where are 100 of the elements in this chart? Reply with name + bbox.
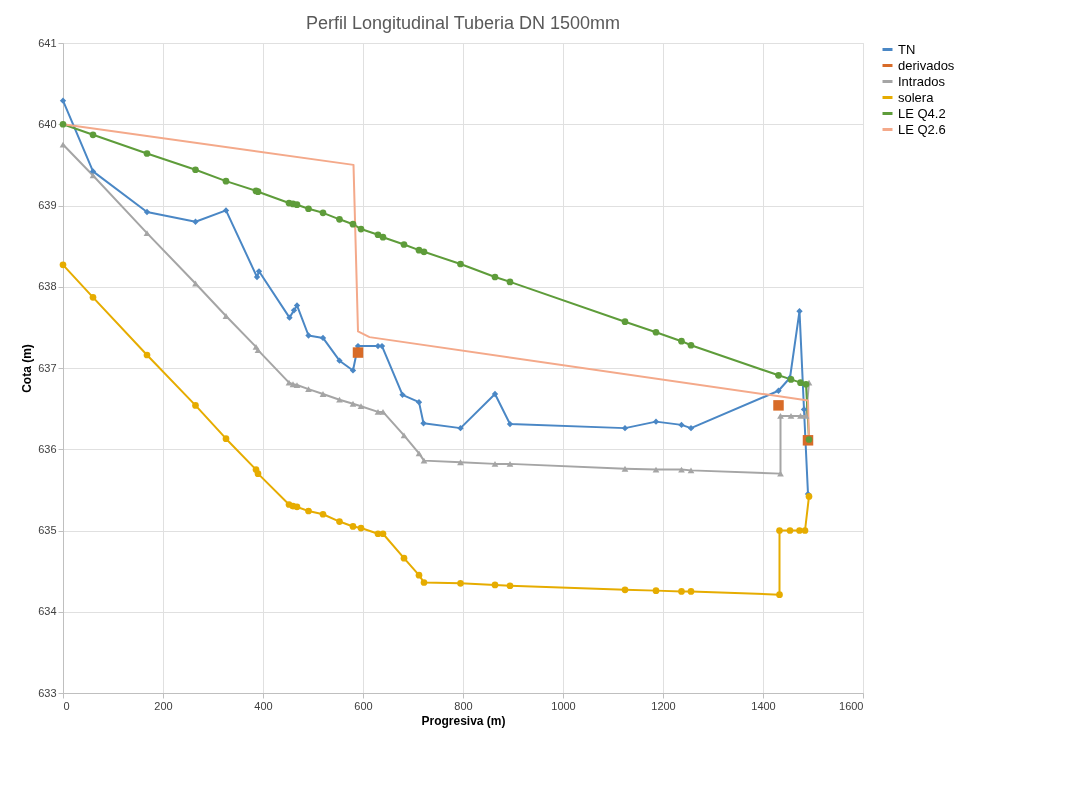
point (491, 460, 499, 467)
point (143, 351, 151, 359)
x-tick-label: 0 (63, 699, 70, 712)
point (319, 510, 327, 518)
point (143, 150, 151, 157)
point (319, 391, 327, 397)
point (457, 260, 464, 268)
point (89, 293, 97, 301)
point (797, 413, 804, 419)
point (254, 347, 262, 354)
point (293, 201, 301, 209)
point (687, 467, 695, 474)
point (776, 527, 783, 534)
point (222, 177, 230, 185)
point (379, 233, 387, 241)
point (379, 408, 387, 415)
point (491, 581, 499, 589)
point (506, 278, 514, 286)
point (143, 230, 151, 237)
point (687, 424, 695, 432)
point (399, 391, 406, 398)
point (305, 386, 312, 393)
x-tick-label: 1600 (839, 699, 864, 712)
y-tick-label: 636 (38, 442, 57, 455)
point (687, 341, 695, 349)
point (59, 120, 67, 128)
point (379, 530, 387, 538)
legend-label: derivados (898, 57, 955, 73)
point (336, 396, 343, 403)
point (773, 400, 784, 411)
point (415, 450, 423, 457)
point (319, 209, 327, 217)
point (293, 382, 301, 388)
point (457, 579, 464, 587)
point (678, 421, 685, 429)
y-tick-label: 640 (38, 117, 57, 130)
y-tick-label: 637 (38, 361, 57, 374)
point (254, 470, 262, 477)
x-tick-label: 1000 (551, 699, 576, 712)
point (796, 307, 803, 315)
point (787, 413, 795, 419)
point (457, 459, 464, 466)
point (400, 241, 408, 248)
legend-label: TN (898, 41, 916, 57)
point (349, 220, 357, 228)
point (415, 571, 423, 579)
point (253, 273, 261, 281)
point (678, 337, 685, 345)
point (143, 208, 151, 216)
point (621, 465, 629, 472)
point (349, 523, 357, 530)
point (796, 527, 803, 534)
point (802, 413, 810, 419)
point (800, 406, 808, 413)
point (797, 379, 804, 386)
point (336, 357, 343, 364)
point (89, 131, 97, 139)
legend-label: LE Q2.6 (898, 121, 946, 137)
x-tick-label: 200 (154, 699, 173, 712)
point (491, 273, 499, 281)
y-tick-label: 639 (38, 199, 57, 211)
y-tick-label: 634 (38, 605, 57, 618)
x-tick-label: 800 (454, 699, 473, 712)
point (59, 261, 67, 269)
point (506, 420, 514, 428)
point (305, 332, 312, 339)
point (400, 554, 408, 562)
y-tick-label: 633 (38, 686, 57, 699)
point (293, 302, 301, 309)
point (374, 408, 382, 415)
point (374, 231, 382, 239)
point (457, 424, 464, 432)
point (336, 215, 343, 223)
point (491, 390, 499, 398)
point (420, 457, 428, 464)
point (89, 172, 97, 179)
legend-label: Intrados (898, 73, 946, 89)
point (319, 334, 327, 342)
point (336, 518, 343, 525)
point (59, 97, 67, 104)
point (357, 524, 365, 532)
point (687, 588, 695, 595)
legend-label: solera (898, 89, 935, 105)
point (775, 371, 782, 379)
point (222, 207, 230, 214)
point (420, 248, 428, 256)
point (305, 205, 312, 213)
point (621, 424, 629, 432)
point (400, 432, 408, 439)
point (776, 591, 783, 599)
point (192, 402, 199, 409)
point (415, 398, 423, 406)
point (621, 318, 629, 326)
point (506, 460, 514, 467)
point (678, 588, 685, 595)
x-tick-label: 1400 (751, 699, 776, 712)
x-axis-title: Progresiva (m) (421, 713, 506, 728)
point (255, 268, 263, 275)
y-tick-label: 638 (38, 280, 57, 293)
point (192, 218, 199, 225)
